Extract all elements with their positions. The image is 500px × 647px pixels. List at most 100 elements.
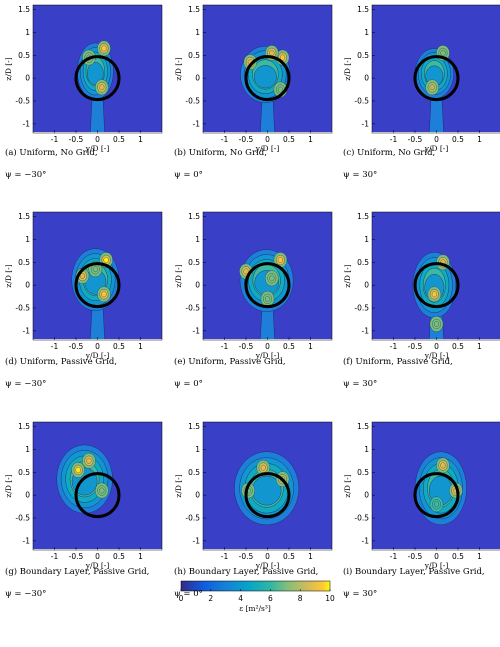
x-axis-label: y/D [-] [85,144,110,153]
hotspot-contour [277,257,283,263]
x-tick-label: 0.5 [452,135,464,144]
hotspot-contour [429,84,435,91]
y-tick-label: -1 [193,119,201,128]
x-tick-label: 1 [138,552,143,561]
caption-f: (f) Uniform, Passive Grid, ψ = 30° [343,356,453,390]
caption-angle: ψ = 0° [174,379,203,389]
y-tick-label: 1.5 [18,5,30,14]
y-tick-label: 1.5 [188,5,200,14]
y-tick-label: -1 [23,326,31,335]
heatmap-field [203,212,332,339]
panel-c: -1 -0.5 0 0.5 1 1.5 1 0.5 0 -0.5 -1 y/D [-] z/D [-] [343,4,500,153]
x-tick-label: -1 [51,135,59,144]
y-tick-label: 0 [25,281,30,290]
y-tick-label: 1 [364,235,369,244]
caption-g: (g) Boundary Layer, Passive Grid, ψ = −30… [5,566,149,600]
x-tick-label: 0 [95,552,100,561]
y-tick-label: 1 [195,235,200,244]
x-tick-label: 0 [265,342,270,351]
caption-title: (d) Uniform, Passive Grid, [5,357,118,367]
x-axis-label: y/D [-] [85,351,110,360]
y-tick-label: 0.5 [357,51,369,60]
hotspot-contour [260,464,266,471]
y-tick-label: -0.5 [185,514,200,523]
y-axis-label: z/D [-] [174,57,183,80]
hotspot-contour [269,275,275,282]
x-tick-label: 1 [138,135,143,144]
panel-f: -1 -0.5 0 0.5 1 1.5 1 0.5 0 -0.5 -1 y/D [-] z/D [-] [343,211,500,360]
rotor-circle [413,472,460,519]
rotor-circle [413,55,460,102]
y-axis-label: z/D [-] [4,474,13,497]
caption-h: (h) Boundary Layer, Passive Grid, ψ = 0° [174,566,318,600]
y-tick-label: -0.5 [185,304,200,313]
y-tick-label: 0.5 [188,51,200,60]
x-tick-label: 1 [477,135,482,144]
x-tick-label: -1 [390,135,398,144]
colorbar-tick-label: 4 [238,594,243,603]
x-tick-label: 0.5 [452,342,464,351]
y-tick-label: 1 [195,445,200,454]
x-tick-label: 0.5 [283,342,295,351]
y-tick-label: -1 [362,119,370,128]
heatmap-field [33,5,162,132]
caption-title: (f) Uniform, Passive Grid, [343,357,453,367]
hotspot-contour [86,457,92,464]
y-tick-label: 1 [25,445,30,454]
caption-title: (i) Boundary Layer, Passive Grid, [343,567,485,577]
x-tick-label: 1 [138,342,143,351]
rotor-circle [74,262,121,309]
y-tick-label: 0.5 [357,258,369,267]
caption-angle: ψ = 0° [174,589,203,599]
panel-g: -1 -0.5 0 0.5 1 1.5 1 0.5 0 -0.5 -1 y/D [-] z/D [-] [4,421,163,570]
y-tick-label: 0.5 [18,51,30,60]
x-tick-label: 0.5 [452,552,464,561]
y-tick-label: 0.5 [18,258,30,267]
colorbar-tick-label: 6 [268,594,273,603]
y-tick-label: -0.5 [15,97,30,106]
colorbar-tick-label: 8 [298,594,303,603]
y-tick-label: 1.5 [357,5,369,14]
colorbar: 0 2 4 6 8 10 ε [m²/s³] [179,580,335,613]
x-tick-label: -1 [221,342,229,351]
x-tick-label: 0 [434,135,439,144]
x-tick-label: -0.5 [408,342,423,351]
y-tick-label: 0 [364,491,369,500]
caption-b: (b) Uniform, No Grid, ψ = 0° [174,147,267,181]
caption-angle: ψ = −30° [5,170,47,180]
y-axis-label: z/D [-] [4,57,13,80]
y-tick-label: 0.5 [188,258,200,267]
x-tick-label: 0.5 [113,552,125,561]
caption-angle: ψ = 30° [343,379,378,389]
panel-d: -1 -0.5 0 0.5 1 1.5 1 0.5 0 -0.5 -1 y/D [-] z/D [-] [4,211,163,360]
heatmap-field [33,422,162,549]
x-tick-label: -0.5 [69,342,84,351]
x-tick-label: 0 [434,552,439,561]
hotspot-contour [440,50,446,56]
hotspot-contour [103,257,109,263]
y-axis-label: z/D [-] [343,474,352,497]
x-tick-label: -1 [51,342,59,351]
y-axis-label: z/D [-] [343,57,352,80]
y-tick-label: -0.5 [15,304,30,313]
colorbar-label: ε [m²/s³] [239,604,271,613]
x-axis-label: y/D [-] [424,144,449,153]
heatmap-field [372,5,500,132]
caption-title: (b) Uniform, No Grid, [174,148,267,158]
panel-e: -1 -0.5 0 0.5 1 1.5 1 0.5 0 -0.5 -1 y/D [-] z/D [-] [174,211,333,360]
caption-title: (c) Uniform, No Grid, [343,148,436,158]
y-tick-label: 0 [25,491,30,500]
x-axis-label: y/D [-] [255,351,280,360]
hotspot-contour [277,86,283,93]
hotspot-contour [264,295,271,302]
y-tick-label: 0 [195,74,200,83]
y-tick-label: 0 [195,281,200,290]
caption-angle: ψ = 30° [343,170,378,180]
x-tick-label: 0.5 [283,552,295,561]
caption-title: (g) Boundary Layer, Passive Grid, [5,567,150,577]
caption-a: (a) Uniform, No Grid, ψ = −30° [5,147,98,181]
y-tick-label: -0.5 [185,97,200,106]
x-axis-label: y/D [-] [424,561,449,570]
y-tick-label: -0.5 [15,514,30,523]
caption-title: (h) Boundary Layer, Passive Grid, [174,567,319,577]
